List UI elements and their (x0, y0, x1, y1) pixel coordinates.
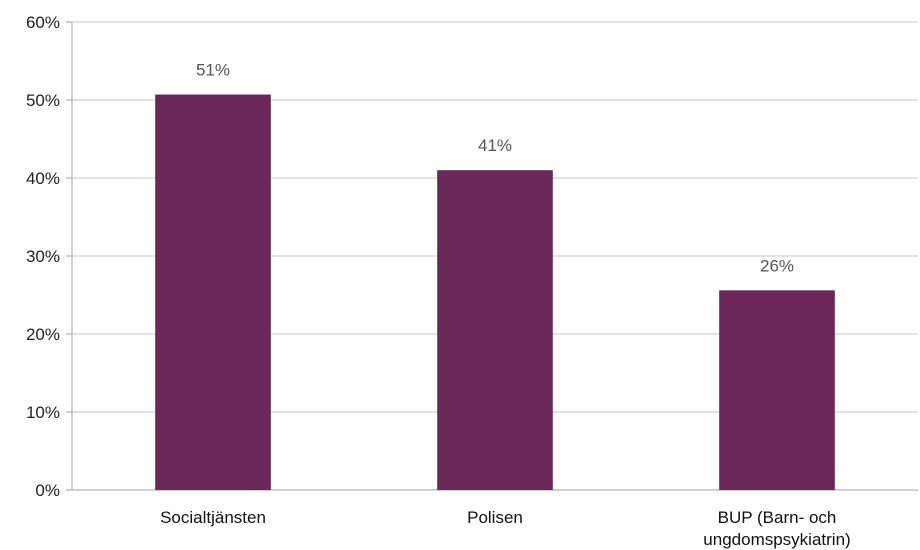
category-label: Polisen (467, 508, 523, 527)
category-labels: Socialtjänsten Polisen BUP (Barn- och ungdo… (160, 508, 851, 549)
bar (719, 290, 835, 490)
category-label-line: ungdomspsykiatrin) (703, 530, 850, 549)
bar (155, 94, 271, 490)
category-label: Socialtjänsten (160, 508, 266, 527)
category-label-line: Socialtjänsten (160, 508, 266, 527)
y-tick-label: 50% (26, 91, 60, 110)
bars (155, 94, 835, 490)
category-label-line: BUP (Barn- och (718, 508, 837, 527)
y-tick-label: 0% (35, 481, 60, 500)
data-label: 26% (760, 256, 794, 275)
y-tick-label: 40% (26, 169, 60, 188)
y-tick-label: 20% (26, 325, 60, 344)
category-label-line: Polisen (467, 508, 523, 527)
data-label: 41% (478, 136, 512, 155)
data-label: 51% (196, 61, 230, 80)
y-tick-label: 60% (26, 13, 60, 32)
y-tick-label: 30% (26, 247, 60, 266)
data-labels: 51% 41% 26% (196, 61, 794, 276)
y-tick-label: 10% (26, 403, 60, 422)
bar (437, 170, 553, 490)
category-label: BUP (Barn- och ungdomspsykiatrin) (703, 508, 850, 549)
